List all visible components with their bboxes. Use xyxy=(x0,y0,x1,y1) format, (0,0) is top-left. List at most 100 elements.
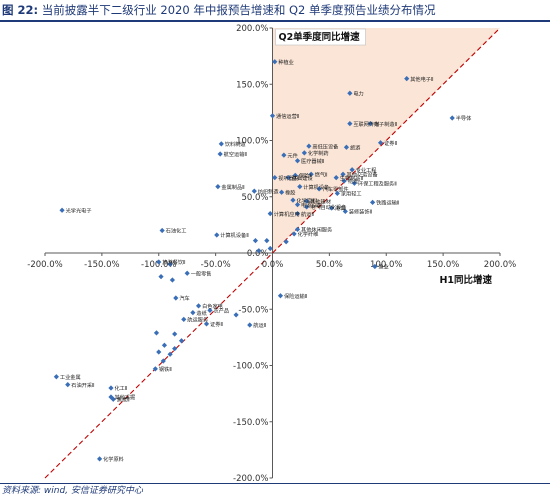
point-label: 纺织制造 xyxy=(258,187,280,195)
point-label: 石油开采Ⅱ xyxy=(71,381,95,389)
x-tick-label: -100.0% xyxy=(141,260,176,270)
point-label: 化工Ⅱ xyxy=(114,384,127,392)
figure-title-text: 当前披露半下二级行业 2020 年中报预告增速和 Q2 单季度预告业绩分布情况 xyxy=(41,3,436,17)
data-point xyxy=(156,259,162,265)
point-label: 环保工程及服务Ⅱ xyxy=(358,179,397,187)
point-label: 化学原料 xyxy=(103,455,124,463)
point-label: 医疗器械Ⅱ xyxy=(301,157,325,165)
data-point xyxy=(347,90,353,96)
point-label: 造纸 xyxy=(196,309,206,317)
data-point xyxy=(308,171,314,177)
point-label: 其他电子Ⅱ xyxy=(410,75,434,83)
data-point xyxy=(161,342,168,348)
y-axis-title-box xyxy=(275,28,366,46)
data-point xyxy=(290,197,296,203)
data-point xyxy=(341,178,347,184)
point-label: 铁路运输Ⅱ xyxy=(376,199,400,207)
data-point xyxy=(256,248,262,254)
bottom-rule xyxy=(0,483,550,484)
point-label: 航运服务 xyxy=(187,316,208,324)
point-label: 石油化工 xyxy=(166,227,187,235)
point-label: 电气自动化设备 xyxy=(310,203,347,211)
data-point xyxy=(304,198,310,204)
data-point xyxy=(178,338,185,344)
point-label: 光学光电子 xyxy=(66,206,92,214)
point-label: 证券Ⅱ xyxy=(384,139,397,147)
point-label: 保险Ⅱ xyxy=(299,172,312,180)
data-point xyxy=(167,261,173,267)
point-label: 旅游 xyxy=(350,143,360,151)
point-label: 通信运营Ⅱ xyxy=(276,112,300,120)
y-tick-label: -100.0% xyxy=(233,362,268,372)
point-label: 旅游餐饮Ⅱ xyxy=(162,258,186,266)
data-point xyxy=(195,303,202,309)
point-label: 航运Ⅱ xyxy=(301,210,314,218)
x-tick-label: 200.0% xyxy=(484,260,516,270)
data-point xyxy=(306,143,312,149)
scatter-chart: -200.0% -150.0% -100.0% -50.0% 0.0% 50.0% 100.… xyxy=(27,24,516,482)
data-point xyxy=(214,232,220,238)
point-label: 电力 xyxy=(353,89,363,97)
data-point xyxy=(267,211,273,217)
y-tick-label: -50.0% xyxy=(238,305,268,315)
data-point xyxy=(269,113,276,119)
point-label: 家用轻工 xyxy=(341,190,362,198)
point-label: 饮料制造 xyxy=(225,140,247,148)
point-label: 视听器材 xyxy=(278,174,299,182)
point-label: 化学原料 xyxy=(296,196,317,204)
y-tick-label: 50.0% xyxy=(241,193,268,203)
data-point xyxy=(169,277,175,283)
point-label: 港口 xyxy=(335,204,345,212)
data-point xyxy=(233,312,239,318)
y-tick-label: 100.0% xyxy=(236,137,268,147)
data-point xyxy=(65,382,71,388)
data-point xyxy=(172,346,178,352)
point-label: 基础建设 xyxy=(292,174,313,182)
point-label: 计算机设备 xyxy=(303,183,330,191)
data-point xyxy=(294,158,301,164)
point-label: 装修装饰Ⅱ xyxy=(349,208,373,216)
point-label: 化学制药 xyxy=(308,149,329,157)
point-label: 航空运输Ⅱ xyxy=(224,150,248,158)
point-label: 汽车零部件 xyxy=(323,185,349,193)
y-tick-label: 0.0% xyxy=(247,249,269,259)
data-point xyxy=(159,227,165,234)
data-point xyxy=(333,175,339,181)
data-point xyxy=(294,211,301,217)
point-label: 燃气Ⅱ xyxy=(315,170,328,178)
data-point xyxy=(110,396,116,402)
data-point xyxy=(377,140,384,146)
data-point xyxy=(404,76,410,82)
data-point xyxy=(334,190,340,196)
x-tick-labels: -200.0% -150.0% -100.0% -50.0% 0.0% 50.0% 100.… xyxy=(27,253,516,270)
data-point xyxy=(449,115,455,121)
y-tick-label: 200.0% xyxy=(236,24,268,34)
point-label: 保险运输Ⅱ xyxy=(284,292,308,300)
data-point xyxy=(347,121,353,127)
data-point xyxy=(252,238,259,244)
x-tick-label: -200.0% xyxy=(27,260,62,270)
data-point xyxy=(316,186,322,192)
data-point xyxy=(281,152,287,158)
data-point xyxy=(251,188,257,194)
point-label: 白色家电 xyxy=(202,302,223,310)
point-label: 其他休闲服务 xyxy=(301,226,332,234)
shaded-region xyxy=(272,28,500,253)
x-tick-label: 150.0% xyxy=(427,260,459,270)
data-point xyxy=(173,295,179,301)
point-label: 电子制造Ⅱ xyxy=(374,120,398,128)
diagonal-reference-line xyxy=(44,27,501,479)
data-point xyxy=(349,167,355,173)
data-point xyxy=(370,199,376,205)
point-label: 其他交运设备 xyxy=(347,170,379,178)
point-label: 金属制品Ⅱ xyxy=(221,183,245,191)
point-label: 一般零售 xyxy=(191,269,212,277)
data-point xyxy=(207,307,213,313)
data-point xyxy=(267,245,273,252)
data-point xyxy=(301,150,307,156)
point-label: 化学纤维 xyxy=(298,230,319,238)
data-point xyxy=(272,59,278,65)
data-point xyxy=(272,175,278,181)
data-point xyxy=(97,456,103,462)
